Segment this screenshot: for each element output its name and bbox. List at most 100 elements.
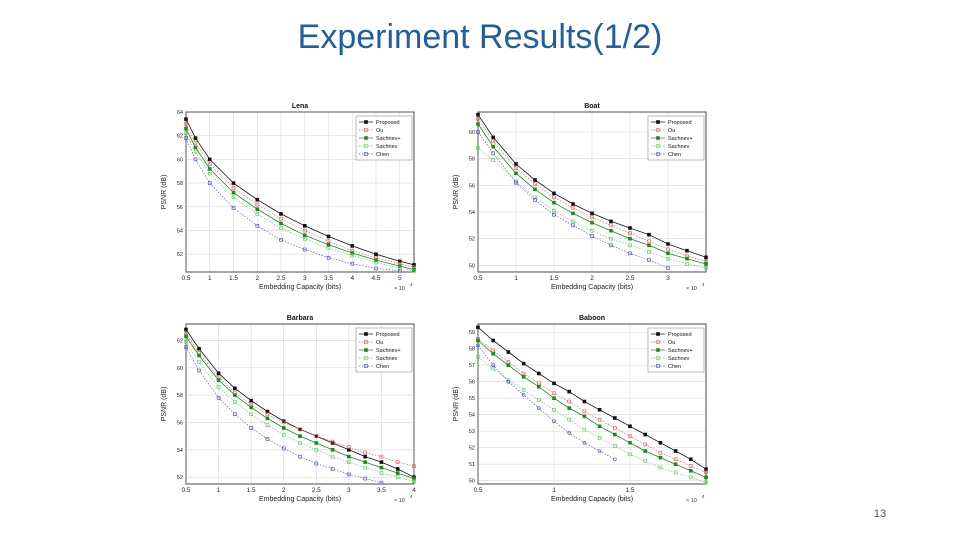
data-point <box>666 251 670 256</box>
data-point <box>476 325 480 330</box>
data-point <box>395 471 400 475</box>
chart-title: Baboon <box>579 315 605 322</box>
legend-item-sachnev-plus: Sachnev+ <box>651 348 693 354</box>
x-tick-label: 2.5 <box>276 275 285 282</box>
data-point <box>704 255 708 260</box>
data-point <box>533 178 537 182</box>
data-point <box>298 434 302 438</box>
y-tick-label: 54 <box>469 210 475 216</box>
data-point <box>302 233 307 238</box>
data-point <box>582 440 587 445</box>
data-point <box>628 251 632 256</box>
y-axis-label: PSNR (dB) <box>453 175 460 210</box>
data-point <box>597 436 602 440</box>
x-tick-label: 1 <box>217 487 221 494</box>
y-tick-label: 54 <box>177 229 183 235</box>
series-line <box>185 133 415 272</box>
legend-marker <box>656 120 660 124</box>
data-point <box>216 378 221 382</box>
y-tick-label: 56 <box>469 183 475 189</box>
series-sachnev-plus <box>476 122 708 266</box>
y-tick-label: 58 <box>469 157 475 163</box>
x-axis-exponent: × 10 4 <box>686 282 705 292</box>
data-point <box>689 464 693 468</box>
data-point <box>265 423 270 427</box>
data-point <box>597 424 602 429</box>
series-line <box>185 123 415 268</box>
data-point <box>476 338 480 343</box>
legend-marker <box>656 332 660 336</box>
data-point <box>207 181 212 185</box>
data-point <box>216 385 221 389</box>
data-point <box>374 252 378 257</box>
data-point <box>552 419 556 424</box>
y-axis-label: PSNR (dB) <box>161 387 168 422</box>
data-point <box>412 464 416 469</box>
legend-item-ou: Ou <box>359 340 383 346</box>
y-tick-label: 56 <box>177 205 183 211</box>
data-point <box>673 470 678 475</box>
results-figure: 0.5 1 1.5 2 2.5 3 3.5 4 4.5 552545658606264LenaEm… <box>161 103 708 504</box>
data-point <box>330 467 335 471</box>
data-point <box>673 449 678 453</box>
series-sachnev <box>184 339 416 484</box>
x-tick-label: 1.5 <box>549 275 558 282</box>
data-point <box>350 253 355 258</box>
plot-frame <box>185 323 415 485</box>
data-point <box>571 219 575 224</box>
data-point <box>197 368 201 373</box>
x-tick-label: 2 <box>590 275 594 282</box>
series-line <box>185 137 400 272</box>
legend-label: Sachnev+ <box>668 348 693 354</box>
data-point <box>326 246 331 251</box>
data-point <box>231 195 236 200</box>
data-point <box>279 216 283 221</box>
data-point <box>476 146 480 150</box>
series-line <box>477 118 707 262</box>
plot-frame <box>185 111 415 273</box>
legend-label: Ou <box>376 128 383 134</box>
data-point <box>673 457 678 462</box>
data-point <box>628 236 632 241</box>
data-point <box>491 158 496 162</box>
data-point <box>374 260 378 265</box>
data-point <box>476 112 480 117</box>
data-point <box>643 459 647 463</box>
data-point <box>628 424 632 429</box>
data-point <box>363 450 367 455</box>
y-tick-label: 62 <box>177 338 183 344</box>
data-point <box>590 228 594 233</box>
data-point <box>233 386 237 391</box>
data-point <box>249 412 253 417</box>
legend: Proposed Ou Sachnev+ Sachnev Chen <box>355 115 413 161</box>
data-point <box>216 371 221 376</box>
y-axis-label: PSNR (dB) <box>161 175 168 210</box>
legend-label: Proposed <box>668 120 692 126</box>
y-tick-label: 58 <box>469 347 475 353</box>
data-point <box>613 444 617 448</box>
series-line <box>185 128 415 270</box>
x-exponent-power: 4 <box>410 282 413 287</box>
legend-marker <box>364 120 368 124</box>
data-point <box>279 238 283 242</box>
data-point <box>552 200 556 205</box>
data-point <box>184 122 188 126</box>
legend-marker <box>656 152 660 156</box>
data-point <box>412 269 416 273</box>
legend-marker <box>656 356 660 360</box>
data-point <box>281 432 286 437</box>
data-point <box>590 234 594 238</box>
data-point <box>628 231 632 236</box>
data-point <box>647 250 651 254</box>
series-proposed <box>184 117 416 267</box>
data-point <box>249 405 253 410</box>
y-tick-label: 60 <box>177 157 183 163</box>
series-sachnev <box>476 355 708 485</box>
data-point <box>265 416 270 421</box>
y-tick-label: 50 <box>469 263 475 269</box>
legend-label: Ou <box>376 340 383 346</box>
x-tick-label: 1.5 <box>229 275 238 282</box>
data-point <box>506 379 511 384</box>
legend-item-proposed: Proposed <box>651 332 692 338</box>
data-point <box>281 426 286 430</box>
